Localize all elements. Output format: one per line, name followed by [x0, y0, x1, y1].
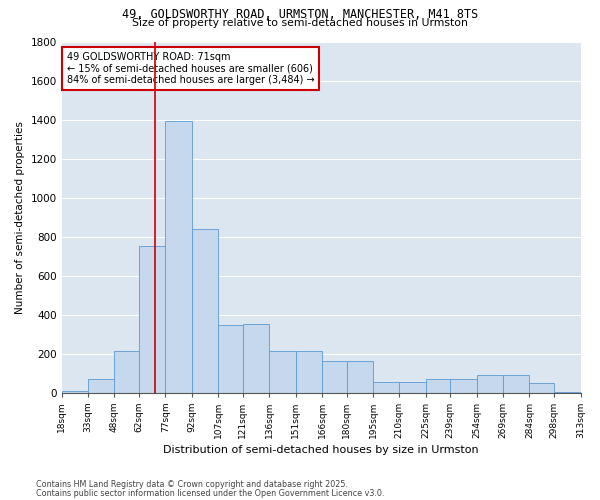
Bar: [451, 379, 477, 392]
Text: Contains public sector information licensed under the Open Government Licence v3: Contains public sector information licen…: [36, 489, 385, 498]
Bar: [62, 390, 88, 392]
Bar: [218, 326, 243, 392]
Bar: [347, 362, 373, 392]
Bar: [88, 379, 115, 392]
Bar: [322, 362, 347, 392]
Text: 49 GOLDSWORTHY ROAD: 71sqm
← 15% of semi-detached houses are smaller (606)
84% o: 49 GOLDSWORTHY ROAD: 71sqm ← 15% of semi…: [67, 52, 314, 85]
Bar: [139, 246, 166, 392]
X-axis label: Distribution of semi-detached houses by size in Urmston: Distribution of semi-detached houses by …: [163, 445, 479, 455]
Bar: [269, 350, 296, 393]
Text: Size of property relative to semi-detached houses in Urmston: Size of property relative to semi-detach…: [132, 18, 468, 28]
Bar: [529, 383, 554, 392]
Bar: [296, 350, 322, 393]
Bar: [503, 375, 529, 392]
Bar: [400, 382, 426, 392]
Bar: [115, 350, 139, 393]
Bar: [243, 324, 269, 392]
Bar: [166, 122, 192, 392]
Bar: [373, 382, 400, 392]
Bar: [192, 229, 218, 392]
Text: 49, GOLDSWORTHY ROAD, URMSTON, MANCHESTER, M41 8TS: 49, GOLDSWORTHY ROAD, URMSTON, MANCHESTE…: [122, 8, 478, 20]
Text: Contains HM Land Registry data © Crown copyright and database right 2025.: Contains HM Land Registry data © Crown c…: [36, 480, 348, 489]
Bar: [477, 375, 503, 392]
Y-axis label: Number of semi-detached properties: Number of semi-detached properties: [15, 120, 25, 314]
Bar: [426, 379, 451, 392]
